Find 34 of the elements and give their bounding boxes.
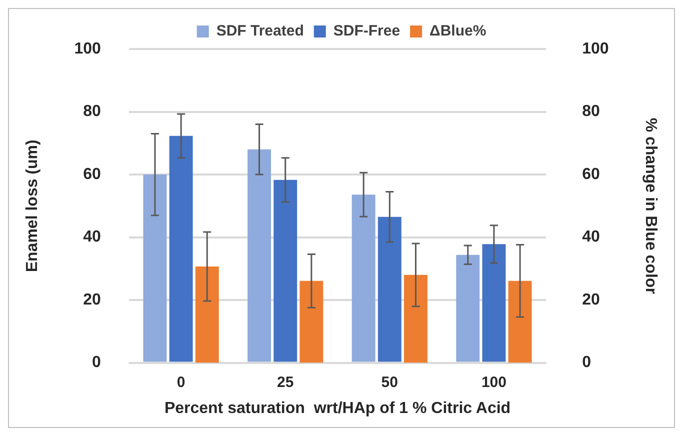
y-tick-label: 100 (74, 40, 101, 58)
legend-label: SDF-Free (333, 22, 400, 40)
bar (352, 194, 376, 362)
bar (248, 149, 272, 362)
legend-label: ΔBlue% (430, 22, 486, 40)
y2-tick-label: 80 (582, 103, 600, 120)
bar (482, 244, 506, 362)
bar (143, 174, 167, 362)
x-tick-label: 0 (176, 374, 186, 391)
y-axis-title: Enamel loss (um) (24, 140, 42, 272)
y2-axis-title: % change in Blue color (642, 118, 659, 294)
y-tick-label: 20 (83, 291, 101, 308)
y2-tick-label: 40 (582, 228, 600, 246)
x-tick-label: 25 (277, 374, 294, 391)
y2-tick-label: 0 (582, 354, 592, 372)
y2-tick-label: 20 (582, 291, 600, 308)
bar (456, 254, 480, 362)
y-tick-label: 60 (83, 166, 101, 183)
y2-tick-label: 60 (582, 166, 600, 183)
bar (169, 136, 193, 362)
bar (378, 216, 402, 362)
y-tick-label: 0 (92, 354, 101, 372)
y-tick-label: 80 (83, 103, 101, 120)
bar (300, 280, 324, 363)
legend-label: SDF Treated (216, 22, 304, 40)
bar (404, 274, 428, 363)
bar (274, 180, 298, 362)
y-tick-label: 40 (83, 228, 101, 246)
bar (508, 280, 532, 363)
y2-tick-label: 100 (582, 40, 609, 58)
bar (195, 266, 219, 363)
x-tick-label: 50 (381, 374, 398, 391)
x-tick-label: 100 (481, 374, 506, 391)
x-axis-title: Percent saturation wrt/HAp of 1 % Citric Acid (164, 400, 511, 417)
